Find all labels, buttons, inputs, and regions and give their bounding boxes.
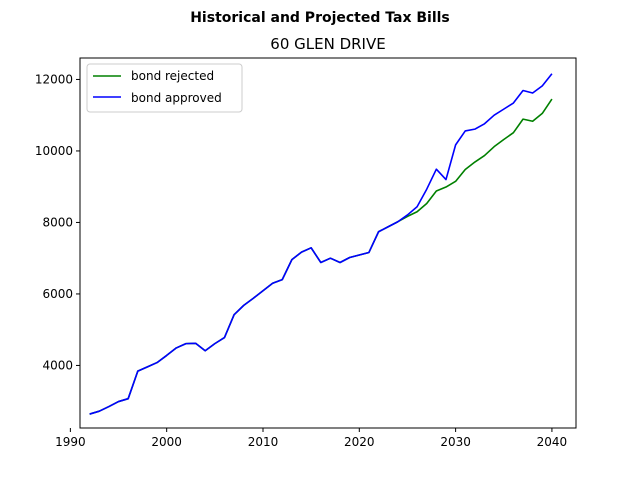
series-line-bond-approved bbox=[89, 73, 553, 415]
plot-frame bbox=[79, 57, 577, 429]
y-tick-label-6000: 6000 bbox=[42, 287, 73, 301]
series-layer bbox=[89, 73, 553, 415]
y-tick-label-4000: 4000 bbox=[42, 358, 73, 372]
y-axis: 4000 6000 8000 10000 12000 bbox=[35, 72, 80, 372]
y-tick-label-8000: 8000 bbox=[42, 215, 73, 229]
legend-label-bond-rejected: bond rejected bbox=[131, 69, 214, 83]
y-tick-label-10000: 10000 bbox=[35, 144, 73, 158]
chart-title: 60 GLEN DRIVE bbox=[270, 35, 385, 53]
x-tick-label-2030: 2030 bbox=[440, 435, 471, 449]
x-tick-label-2000: 2000 bbox=[151, 435, 182, 449]
x-tick-label-1990: 1990 bbox=[55, 435, 86, 449]
y-tick-label-12000: 12000 bbox=[35, 72, 73, 86]
chart-suptitle: Historical and Projected Tax Bills bbox=[190, 10, 450, 26]
legend-label-bond-approved: bond approved bbox=[131, 91, 222, 105]
series-line-bond-rejected bbox=[89, 98, 553, 415]
x-tick-label-2040: 2040 bbox=[537, 435, 568, 449]
legend: bond rejected bond approved bbox=[86, 63, 243, 113]
x-tick-label-2010: 2010 bbox=[248, 435, 279, 449]
x-tick-label-2020: 2020 bbox=[344, 435, 375, 449]
legend-box bbox=[86, 63, 243, 113]
x-axis: 1990 2000 2010 2020 2030 2040 bbox=[55, 428, 567, 449]
